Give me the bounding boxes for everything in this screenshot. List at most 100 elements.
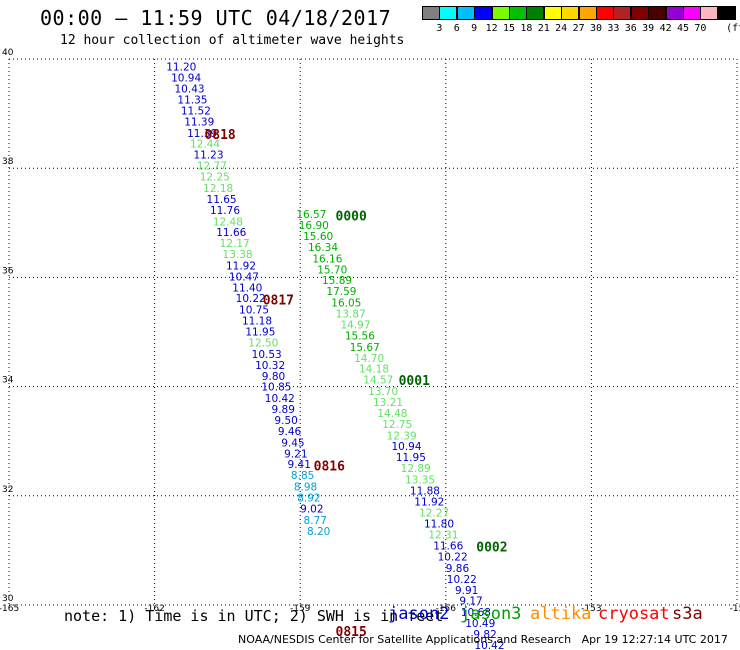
swh-data-point: 8.92 [297,493,320,505]
swh-data-point: 10.75 [239,305,269,317]
swh-data-point: 11.92 [414,496,444,508]
swh-data-point: 10.94 [171,73,201,85]
swh-data-point: 10.32 [255,360,285,372]
swh-data-point: 8.77 [304,515,327,527]
scale-label: 45 [676,23,690,34]
scale-label: 30 [589,23,603,34]
swh-data-point: 10.42 [474,640,504,650]
y-tick-label: 32 [2,485,13,495]
swh-data-point: 14.57 [363,375,393,387]
swh-data-point: 9.46 [278,426,302,438]
scale-label: 42 [659,23,672,34]
swh-data-point: 13.21 [373,397,403,409]
swh-data-point: 11.66 [216,227,246,239]
y-tick-label: 40 [2,48,14,58]
swh-data-point: 10.49 [465,618,495,630]
swh-data-point: 12.89 [401,463,431,475]
chart-title: 00:00 – 11:59 UTC 04/18/2017 [40,6,392,30]
y-tick-label: 36 [2,266,14,276]
swh-data-point: 12.75 [382,419,412,431]
swh-data-point: 9.17 [459,596,482,608]
x-tick-label: -165 [0,604,19,614]
swh-data-point: 11.65 [207,194,237,206]
swh-data-point: 12.18 [203,183,233,195]
swh-data-point: 10.85 [261,382,291,394]
satellite-label-jason2: jason2 [388,604,450,624]
swh-data-point: 9.80 [262,371,285,383]
scale-label: 18 [520,23,533,34]
scale-label: 70 [694,23,707,34]
swh-data-point: 11.66 [433,541,463,553]
swh-data-point: 8.98 [294,482,317,494]
swh-data-point: 15.70 [317,264,347,276]
swh-data-point: 12.48 [213,216,243,228]
swh-data-point: 11.52 [181,105,211,117]
swh-data-point: 9.41 [288,459,311,471]
swh-data-point: 9.91 [455,585,478,597]
swh-data-point: 10.22 [236,293,266,305]
satellite-label-cryosat: cryosat [598,604,670,624]
pass-time-label: 0000 [336,209,367,224]
scale-label: 33 [607,23,620,34]
swh-data-point: 9.86 [446,563,470,575]
scale-label: 12 [485,23,498,34]
x-tick-label: -162 [144,604,164,614]
swh-data-point: 9.45 [281,437,304,449]
swh-data-point: 10.42 [265,393,295,405]
scale-label: 3 [436,23,443,34]
swh-data-point: 8.20 [307,526,330,538]
chart-subtitle: 12 hour collection of altimeter wave hei… [60,33,405,48]
scale-label: 9 [471,23,478,34]
note-text: note: 1) Time is in UTC; 2) SWH is in fe… [64,607,444,625]
swh-data-point: 11.40 [232,282,262,294]
swh-data-point: 11.20 [166,62,196,74]
swh-data-point: 15.67 [350,342,380,354]
swh-data-point: 9.02 [300,503,323,515]
swh-data-point: 15.56 [345,330,375,342]
swh-data-point: 13.35 [405,475,435,487]
swh-data-point: 13.87 [336,309,366,321]
swh-data-point: 14.70 [354,353,384,365]
swh-data-point: 10.22 [438,551,468,563]
scale-label: 36 [624,23,637,34]
swh-data-point: 15.89 [322,275,352,287]
x-tick-label: -153 [581,604,601,614]
swh-data-point: 11.80 [424,519,454,531]
swh-data-point: 16.90 [299,220,329,232]
swh-data-point: 12.17 [220,238,250,250]
pass-time-label: 0817 [263,293,294,308]
swh-data-point: 12.27 [419,507,449,519]
swh-data-point: 12.31 [428,530,458,542]
satellite-label-s3a: s3a [672,604,703,624]
swh-data-point: 16.16 [312,253,342,265]
satellite-label-altika: altika [530,604,592,624]
swh-data-point: 16.34 [308,242,338,254]
pass-time-label: 0815 [336,625,367,640]
x-tick-label: -15 [730,604,740,614]
swh-data-point: 10.68 [461,607,491,619]
swh-data-point: 12.39 [387,430,417,442]
scale-label: 15 [502,23,516,34]
swh-data-point: 16.05 [331,298,361,310]
swh-data-point: 9.50 [274,415,297,427]
swh-data-point: 11.23 [193,150,223,162]
scale-label: 24 [555,23,568,34]
swh-data-point: 11.92 [226,260,256,272]
swh-data-point: 14.97 [340,319,370,331]
scale-swatch [717,6,736,20]
swh-data-point: 15.60 [303,231,333,243]
footer-credit: NOAA/NESDIS Center for Satellite Applica… [238,633,728,646]
swh-data-point: 12.25 [200,171,230,183]
swh-data-point: 16.57 [296,209,326,221]
swh-data-point: 9.21 [284,448,307,460]
y-tick-label: 34 [2,376,14,386]
scale-label: 27 [572,23,585,34]
swh-data-point: 12.44 [190,139,220,151]
swh-data-point: 10.43 [175,84,205,96]
satellite-label-jason3: jason3 [460,604,522,624]
swh-data-point: 11.18 [242,316,272,328]
swh-data-point: 9.82 [473,629,496,641]
swh-data-point: 11.39 [187,128,217,140]
swh-data-point: 13.70 [368,386,398,398]
